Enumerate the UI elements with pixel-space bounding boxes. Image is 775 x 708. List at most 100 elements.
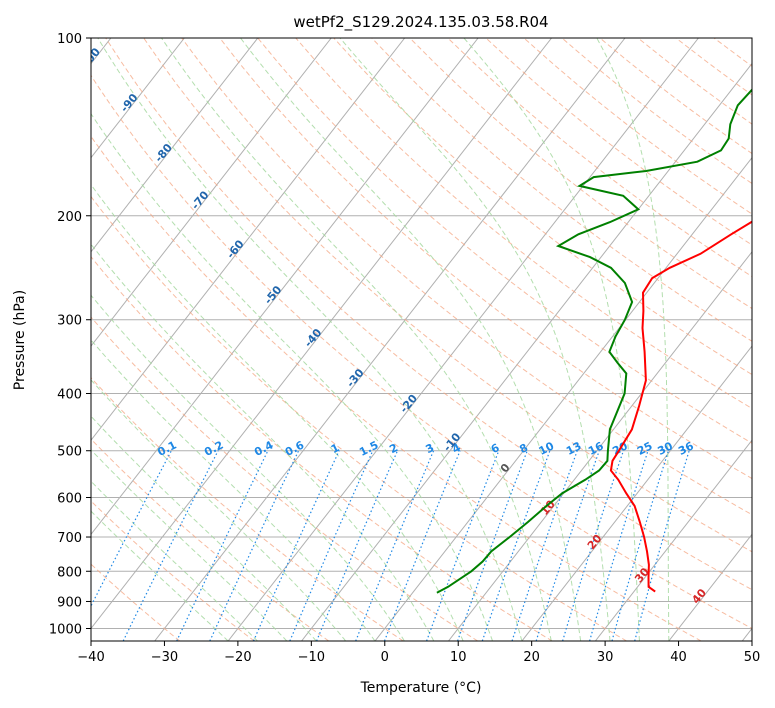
mixing-ratio-line <box>535 450 600 641</box>
isotherm-line <box>668 533 752 641</box>
moist-adiabat <box>91 112 493 641</box>
y-tick-label: 100 <box>57 32 82 47</box>
x-tick-label: 30 <box>597 650 614 665</box>
mixing-ratio-line <box>457 450 528 641</box>
dewpoint-profile <box>436 88 752 594</box>
isotherm-line <box>448 251 752 641</box>
mixing-ratio-label: 1 <box>329 441 342 456</box>
chart-title: wetPf2_S129.2024.135.03.58.R04 <box>293 13 548 32</box>
dry-adiabat <box>219 38 752 480</box>
x-tick-label: −40 <box>77 650 104 665</box>
isotherm-line <box>521 345 752 641</box>
mixing-ratio-label: 2 <box>387 441 400 456</box>
dry-adiabat <box>143 38 752 553</box>
moist-adiabat <box>240 38 582 641</box>
mixing-ratio-line <box>511 450 578 641</box>
mixing-ratio-label: 6 <box>489 441 502 456</box>
isotherm-label: -90 <box>118 91 141 115</box>
mixing-ratio-label: 0.2 <box>202 438 225 458</box>
isotherm-label: -20 <box>397 392 420 416</box>
dry-adiabat <box>91 563 181 641</box>
plot-frame <box>90 37 753 642</box>
temperature-profile <box>609 220 752 593</box>
isotherm-line <box>91 38 552 630</box>
mixing-ratio-line <box>122 450 219 641</box>
dry-adiabat <box>713 38 752 67</box>
mixing-ratio-line <box>562 450 624 641</box>
mixing-ratio-label: 13 <box>564 439 584 458</box>
moist-adiabat <box>463 38 640 641</box>
moist-adiabat <box>91 449 288 641</box>
y-tick-label: 200 <box>57 210 82 225</box>
dry-adiabat <box>91 500 255 641</box>
mixing-ratio-line <box>289 450 374 641</box>
x-tick-label: 40 <box>670 650 687 665</box>
mixing-ratio-label: 0.6 <box>283 438 307 459</box>
mixing-ratio-line <box>634 450 690 641</box>
dry-adiabat <box>523 38 752 215</box>
moist-adiabat <box>339 38 611 641</box>
mixing-ratio-line <box>426 450 500 641</box>
mixing-ratio-label: 10 <box>537 439 557 458</box>
mixing-ratio-label: 0.1 <box>155 438 178 458</box>
isotherm-label: -50 <box>262 283 285 307</box>
mixing-ratio-label: 36 <box>676 439 696 458</box>
dry-adiabat <box>91 195 627 641</box>
y-tick-label: 800 <box>57 565 82 580</box>
dry-adiabat <box>409 38 752 310</box>
mixing-ratio-line <box>589 450 649 641</box>
moist-adiabat <box>596 38 670 641</box>
isotherm-line <box>91 38 332 347</box>
dry-adiabat <box>333 38 752 376</box>
isotherm-label: -30 <box>344 366 367 390</box>
background-lines <box>91 38 752 641</box>
isotherm-label: 0 <box>498 461 513 475</box>
y-tick-label: 300 <box>57 314 82 329</box>
moist-adiabat <box>91 243 435 641</box>
isotherm-line <box>91 38 406 441</box>
y-axis-label: Pressure (hPa) <box>12 290 28 390</box>
dry-adiabat <box>485 38 752 246</box>
mixing-ratio-line <box>252 450 340 641</box>
dry-adiabat <box>751 38 752 39</box>
x-tick-label: 10 <box>450 650 467 665</box>
y-axis: 100 200 300 400 500 600 700 800 900 1000 <box>49 32 91 637</box>
isotherm-line <box>91 38 479 536</box>
y-tick-label: 500 <box>57 445 82 460</box>
moist-adiabat <box>91 183 464 641</box>
mixing-ratio-line <box>481 450 551 641</box>
isotherm-line <box>374 156 752 641</box>
mixing-ratio-line <box>209 450 300 641</box>
dry-adiabat <box>91 438 329 641</box>
dry-adiabat <box>105 38 752 591</box>
isotherm-line <box>91 38 185 159</box>
isotherm-line <box>741 627 752 641</box>
moist-adiabat <box>91 339 376 641</box>
isotherm-label: -40 <box>302 326 325 350</box>
isotherm-label: -80 <box>152 141 175 165</box>
y-tick-label: 900 <box>57 595 82 610</box>
moist-adiabat <box>91 415 317 641</box>
x-tick-label: −30 <box>151 650 178 665</box>
dry-adiabat <box>637 38 752 125</box>
isotherm-label: 40 <box>689 586 709 606</box>
moist-adiabat <box>91 294 405 641</box>
mixing-ratio-line <box>611 450 670 641</box>
dry-adiabat <box>675 38 752 96</box>
isotherm-line <box>594 439 752 641</box>
dry-adiabat <box>91 256 553 641</box>
y-tick-label: 400 <box>57 388 82 403</box>
moist-adiabat <box>97 38 523 641</box>
mixing-ratio-line <box>91 450 172 608</box>
dry-adiabat <box>447 38 752 278</box>
isotherm-label: -100 <box>75 45 103 75</box>
x-tick-label: −10 <box>298 650 325 665</box>
isotherm-line <box>91 38 259 253</box>
dry-adiabat <box>371 38 752 342</box>
dry-adiabat <box>181 38 752 516</box>
x-tick-label: 50 <box>744 650 761 665</box>
dry-adiabat <box>91 316 478 641</box>
isotherm-line <box>154 38 626 641</box>
mixing-ratio-line <box>383 450 461 641</box>
